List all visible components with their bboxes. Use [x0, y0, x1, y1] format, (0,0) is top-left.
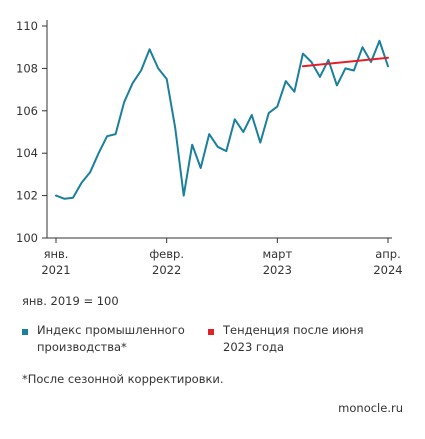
series-line-production-index	[55, 39, 389, 200]
legend-item-production-index: Индекс промышленного производства*	[22, 322, 212, 356]
x-tick-label-month: янв.	[44, 247, 69, 261]
y-tick-label: 106	[16, 104, 38, 118]
x-tick-label-month: февр.	[149, 247, 184, 261]
x-tick-label-month: март	[262, 247, 292, 261]
x-tick-label-year: 2022	[152, 263, 181, 277]
x-tick-label-month: апр.	[375, 247, 401, 261]
y-tick-label: 100	[16, 231, 38, 245]
x-tick-label-year: 2024	[373, 263, 402, 277]
y-tick-label: 104	[16, 146, 38, 160]
y-tick-label: 108	[16, 61, 38, 75]
legend-swatch-production	[22, 329, 28, 335]
footnote: *После сезонной корректировки.	[22, 372, 224, 386]
legend-item-trend: Тенденция после июня 2023 года	[208, 322, 408, 356]
legend-swatch-trend	[208, 329, 214, 335]
source-credit: monocle.ru	[338, 401, 403, 415]
line-chart: 100 102 104 106 108 110 янв. 2021 февр. 2022 март 2…	[16, 19, 403, 277]
x-tick-label-year: 2023	[263, 263, 292, 277]
base-note: янв. 2019 = 100	[22, 294, 119, 308]
y-tick-label: 102	[16, 189, 38, 203]
legend-label-production: Индекс промышленного производства*	[37, 323, 185, 354]
y-tick-label: 110	[16, 19, 38, 33]
series-line-trend	[301, 56, 389, 68]
legend-label-trend: Тенденция после июня 2023 года	[223, 323, 364, 354]
x-tick-label-year: 2021	[41, 263, 70, 277]
